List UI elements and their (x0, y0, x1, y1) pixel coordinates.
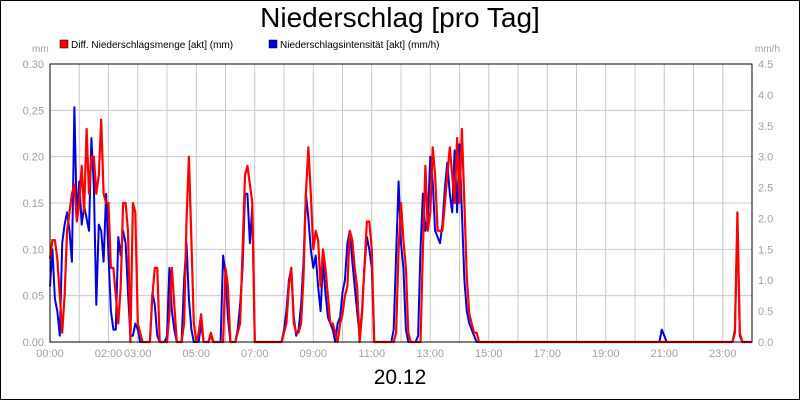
x-tick-label: 13:00 (416, 348, 444, 360)
y-left-tick-label: 0.30 (23, 59, 44, 71)
y-right-tick-label: 0.5 (758, 306, 773, 318)
y-right-tick-label: 1.0 (758, 275, 773, 287)
x-tick-label: 03:00 (124, 348, 152, 360)
y-right-unit: mm/h (755, 44, 780, 55)
y-left-tick-label: 0.00 (23, 337, 44, 349)
legend-label: Niederschlagsintensität [akt] (mm/h) (280, 40, 440, 51)
x-tick-label: 19:00 (592, 348, 620, 360)
y-right-tick-label: 0.0 (758, 337, 773, 349)
legend-swatch (59, 39, 69, 49)
x-tick-label: 23:00 (709, 348, 737, 360)
y-left-tick-label: 0.10 (23, 244, 44, 256)
y-right-tick-label: 2.5 (758, 183, 773, 195)
y-right-tick-label: 2.0 (758, 213, 773, 225)
y-right-tick-label: 4.5 (758, 59, 773, 71)
y-right-tick-label: 1.5 (758, 244, 773, 256)
chart-title: Niederschlag [pro Tag] (260, 2, 540, 33)
y-right-tick-label: 4.0 (758, 90, 773, 102)
legend-label: Diff. Niederschlagsmenge [akt] (mm) (71, 40, 233, 51)
y-left-tick-label: 0.05 (23, 291, 44, 303)
x-tick-label: 11:00 (358, 348, 385, 360)
x-tick-label: 21:00 (650, 348, 678, 360)
x-tick-label: 07:00 (241, 348, 269, 360)
plot-border (49, 63, 753, 343)
x-tick-label: 05:00 (182, 348, 210, 360)
legend-swatch (268, 39, 278, 49)
y-right-tick-label: 3.0 (758, 152, 773, 164)
x-tick-label: 02:00 (95, 348, 123, 360)
x-tick-label: 09:00 (299, 348, 327, 360)
y-left-unit: mm (32, 44, 49, 55)
date-label: 20.12 (373, 366, 427, 389)
y-left-tick-label: 0.25 (23, 105, 44, 117)
y-left-tick-label: 0.15 (23, 198, 44, 210)
x-tick-label: 00:00 (36, 348, 64, 360)
y-left-tick-label: 0.20 (23, 152, 44, 164)
x-tick-label: 17:00 (533, 348, 561, 360)
x-tick-label: 15:00 (475, 348, 503, 360)
y-right-tick-label: 3.5 (758, 121, 773, 133)
